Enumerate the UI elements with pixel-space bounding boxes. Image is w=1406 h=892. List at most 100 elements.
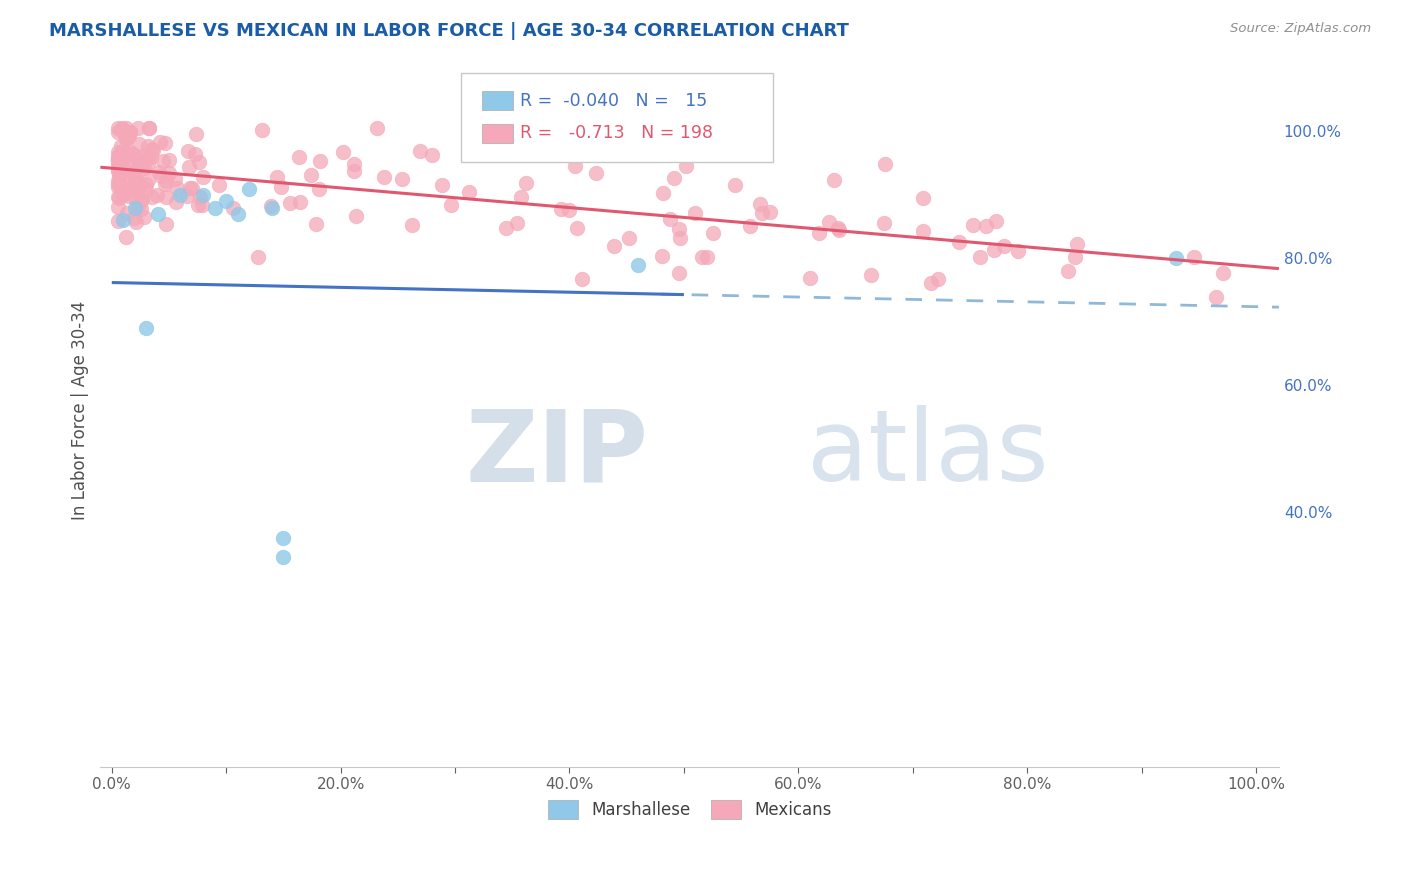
Point — [401, 218, 423, 232]
Point — [107, 190, 129, 204]
Point — [141, 190, 163, 204]
Point — [115, 206, 138, 220]
Point — [149, 169, 172, 183]
Point — [152, 154, 174, 169]
Text: atlas: atlas — [807, 405, 1049, 502]
Point — [120, 165, 142, 179]
Point — [1205, 290, 1227, 304]
Point — [127, 153, 149, 168]
Point — [668, 266, 690, 280]
Point — [993, 239, 1015, 253]
Point — [177, 144, 200, 158]
Point — [509, 190, 531, 204]
Point — [148, 165, 170, 179]
Point — [627, 258, 650, 272]
Point — [125, 192, 148, 206]
Point — [107, 153, 129, 167]
Point — [246, 250, 269, 264]
Point — [127, 176, 149, 190]
Point — [112, 161, 135, 176]
Y-axis label: In Labor Force | Age 30-34: In Labor Force | Age 30-34 — [72, 301, 89, 520]
Point — [134, 161, 156, 175]
Point — [288, 194, 311, 209]
Point — [107, 152, 129, 166]
Point — [124, 175, 146, 189]
Point — [409, 144, 432, 158]
Point — [299, 168, 322, 182]
Point — [132, 210, 155, 224]
Point — [107, 191, 129, 205]
Point — [749, 197, 772, 211]
Text: ZIP: ZIP — [465, 405, 648, 502]
Point — [250, 123, 273, 137]
Point — [530, 121, 553, 136]
Point — [260, 201, 283, 215]
Point — [222, 201, 245, 215]
Point — [153, 136, 176, 150]
Point — [110, 123, 132, 137]
Point — [238, 181, 260, 195]
Point — [107, 180, 129, 194]
Point — [129, 194, 152, 209]
Legend: Marshallese, Mexicans: Marshallese, Mexicans — [541, 794, 838, 826]
Point — [136, 156, 159, 170]
Point — [585, 166, 607, 180]
Point — [184, 146, 207, 161]
Point — [188, 189, 211, 203]
Point — [651, 249, 673, 263]
Point — [920, 276, 942, 290]
Point — [157, 153, 180, 167]
Point — [948, 235, 970, 249]
Point — [141, 142, 163, 156]
Point — [141, 144, 163, 158]
Text: Source: ZipAtlas.com: Source: ZipAtlas.com — [1230, 22, 1371, 36]
Point — [860, 268, 883, 282]
Point — [107, 125, 129, 139]
Point — [911, 191, 934, 205]
Point — [191, 170, 214, 185]
Point — [260, 199, 283, 213]
Point — [121, 176, 143, 190]
Point — [962, 218, 984, 232]
Point — [969, 250, 991, 264]
Point — [823, 173, 845, 187]
Point — [305, 217, 328, 231]
Point — [131, 149, 153, 163]
Point — [828, 223, 851, 237]
Point — [740, 219, 762, 233]
Point — [515, 176, 537, 190]
Point — [107, 149, 129, 163]
Point — [112, 122, 135, 136]
Point — [110, 166, 132, 180]
Point — [107, 174, 129, 188]
Point — [107, 145, 129, 159]
Point — [115, 184, 138, 198]
Point — [110, 139, 132, 153]
Point — [125, 174, 148, 188]
Point — [157, 166, 180, 180]
Point — [122, 147, 145, 161]
Point — [273, 531, 295, 545]
Point — [155, 174, 177, 188]
Point — [432, 178, 454, 193]
Point — [818, 215, 841, 229]
Point — [278, 196, 301, 211]
Point — [668, 222, 690, 236]
Point — [558, 202, 581, 217]
Point — [149, 136, 172, 150]
Point — [127, 121, 149, 136]
Point — [131, 159, 153, 173]
Point — [163, 171, 186, 186]
Point — [1066, 236, 1088, 251]
Point — [117, 155, 139, 169]
Point — [136, 150, 159, 164]
Point — [111, 145, 134, 159]
Point — [308, 182, 330, 196]
Point — [115, 121, 138, 136]
Point — [366, 121, 388, 136]
Point — [343, 163, 366, 178]
Point — [118, 145, 141, 160]
Point — [121, 181, 143, 195]
Point — [112, 213, 135, 227]
Point — [131, 192, 153, 206]
